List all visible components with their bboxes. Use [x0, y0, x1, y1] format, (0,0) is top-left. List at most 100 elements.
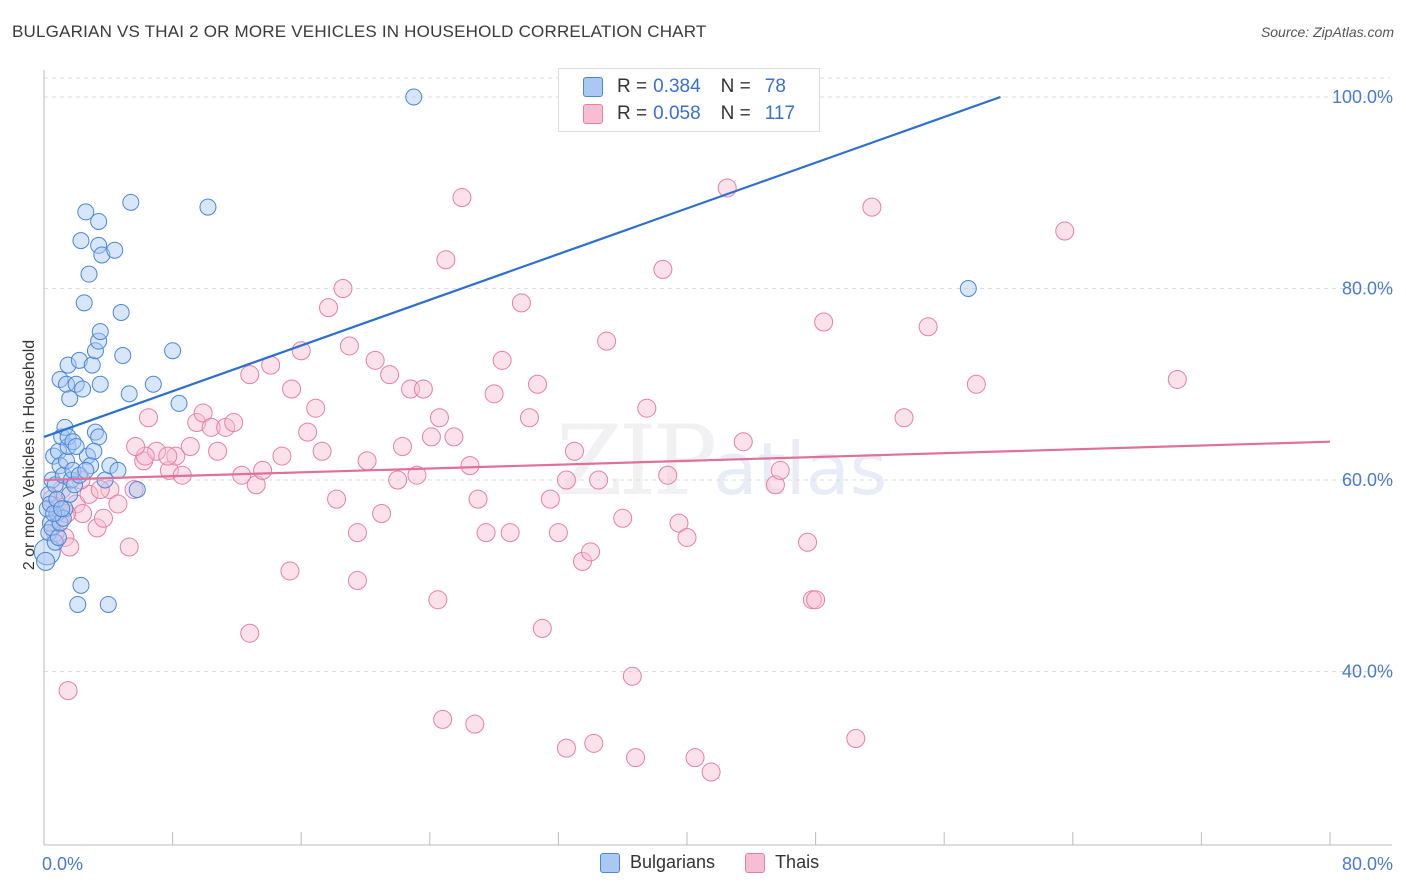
y-tick-label: 80.0% [1342, 279, 1393, 299]
bulgarian-point [120, 385, 138, 403]
thai-point [66, 494, 86, 514]
thai-point [421, 427, 441, 447]
bulgarian-point [114, 347, 132, 365]
thai-point [894, 408, 914, 428]
bulgarian-point [61, 390, 79, 408]
thai-point [581, 542, 601, 562]
thai-point [159, 460, 179, 480]
thai-point [135, 446, 155, 466]
bulgarian-point [99, 595, 117, 613]
bulgarian-point [170, 394, 188, 412]
bulgarian-point [86, 423, 104, 441]
bulgarian-point [49, 528, 67, 546]
bulgarian-point [46, 533, 64, 551]
legend-label: Bulgarians [630, 852, 716, 872]
axes [43, 70, 1392, 846]
thai-point [637, 398, 657, 418]
bulgarian-point [82, 457, 100, 475]
bulgarian-point [45, 447, 63, 465]
thai-point [180, 436, 200, 456]
thai-point [584, 733, 604, 753]
legend-stats: R = 0.384 N = 78 R = 0.058 N = 117 [558, 68, 820, 132]
thai-point [653, 259, 673, 279]
bulgarian-point [164, 342, 182, 360]
r-value: 0.058 [653, 103, 701, 124]
thai-point [79, 484, 99, 504]
thai-point [58, 681, 78, 701]
bulgarian-point [128, 481, 146, 499]
thai-point [444, 427, 464, 447]
thai-point [272, 446, 292, 466]
legend-row-bulgarians: R = 0.384 N = 78 [583, 75, 786, 99]
thai-point [465, 714, 485, 734]
thai-point [1167, 369, 1187, 389]
thai-point [862, 197, 882, 217]
bulgarian-point [58, 375, 76, 393]
thai-point [428, 590, 448, 610]
thai-point [100, 480, 120, 500]
n-value: 78 [764, 76, 786, 97]
thai-point [548, 523, 568, 543]
thai-point [519, 408, 539, 428]
bulgarian-point [405, 88, 423, 106]
legend-swatch-pink [583, 104, 603, 124]
thai-point [298, 422, 318, 442]
thai-point [357, 451, 377, 471]
thai-point [770, 460, 790, 480]
thai-point [339, 336, 359, 356]
y-tick-label: 100.0% [1332, 87, 1393, 107]
legend-series: Bulgarians Thais [600, 852, 849, 873]
bulgarian-point [77, 461, 95, 479]
thai-point [392, 436, 412, 456]
thai-point [685, 748, 705, 768]
thai-point [119, 537, 139, 557]
thai-point [468, 489, 488, 509]
bulgarian-point [86, 342, 104, 360]
thai-point [187, 413, 207, 433]
thai-point [138, 408, 158, 428]
bulgarian-point [74, 380, 92, 398]
thai-point [253, 460, 273, 480]
thai-point [87, 518, 107, 538]
thai-point [532, 618, 552, 638]
thai-point [765, 475, 785, 495]
n-value: 117 [764, 103, 796, 124]
thai-point [484, 384, 504, 404]
bulgarian-point [61, 485, 79, 503]
thai-point [306, 398, 326, 418]
thai-point [669, 513, 689, 533]
thai-point [429, 408, 449, 428]
bulgarian-point [91, 375, 109, 393]
thai-point [966, 374, 986, 394]
thai-point [436, 250, 456, 270]
thai-point [413, 379, 433, 399]
thai-point [347, 571, 367, 591]
bulgarian-point [90, 236, 108, 254]
thai-point [407, 465, 427, 485]
n-label: N = [720, 103, 751, 124]
legend-item-bulgarians: Bulgarians [600, 852, 715, 873]
thai-point [798, 532, 818, 552]
thai-point [240, 365, 260, 385]
thai-point [193, 403, 213, 423]
bulgarian-point [93, 246, 111, 264]
bulgarian-point [959, 280, 977, 297]
thai-point [556, 738, 576, 758]
thai-point [573, 551, 593, 571]
bulgarian-point [144, 375, 162, 393]
thai-point [597, 331, 617, 351]
thai-point [613, 508, 633, 528]
bulgarian-point [59, 356, 77, 374]
thai-point [511, 293, 531, 313]
bulgarian-point [90, 428, 108, 446]
bulgarian-point [101, 457, 119, 475]
bulgarian-point [40, 524, 58, 542]
bulgarian-point [51, 514, 69, 532]
thai-point [500, 523, 520, 543]
bulgarian-point [64, 433, 82, 451]
thai-point [528, 374, 548, 394]
thai-point [282, 379, 302, 399]
legend-swatch-blue [600, 852, 620, 873]
legend-swatch-pink [745, 852, 766, 873]
